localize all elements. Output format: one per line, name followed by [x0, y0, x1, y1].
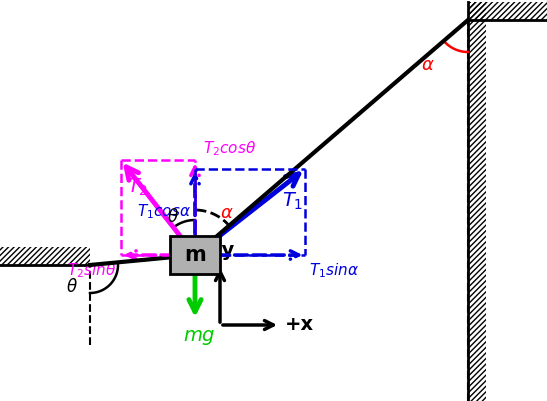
- Text: $\theta$: $\theta$: [167, 208, 179, 226]
- Text: $\alpha$: $\alpha$: [421, 56, 435, 74]
- Text: $T_2cos\theta$: $T_2cos\theta$: [203, 140, 256, 158]
- Text: +x: +x: [285, 316, 314, 334]
- Bar: [468, 2, 486, 401]
- Text: $T_2$: $T_2$: [127, 177, 149, 198]
- Text: $T_1cos\alpha$: $T_1cos\alpha$: [137, 203, 191, 221]
- Text: +y: +y: [205, 241, 235, 260]
- Text: $T_2sin\theta$: $T_2sin\theta$: [67, 261, 116, 280]
- Text: $mg$: $mg$: [183, 328, 216, 347]
- Bar: [468, 2, 547, 20]
- Text: $\alpha$: $\alpha$: [220, 204, 234, 222]
- Text: m: m: [184, 245, 206, 265]
- Bar: [170, 236, 220, 274]
- Text: $T_1sin\alpha$: $T_1sin\alpha$: [309, 261, 359, 280]
- Text: $T_1$: $T_1$: [282, 191, 304, 212]
- Text: $\theta$: $\theta$: [66, 278, 78, 296]
- Bar: [0, 247, 90, 265]
